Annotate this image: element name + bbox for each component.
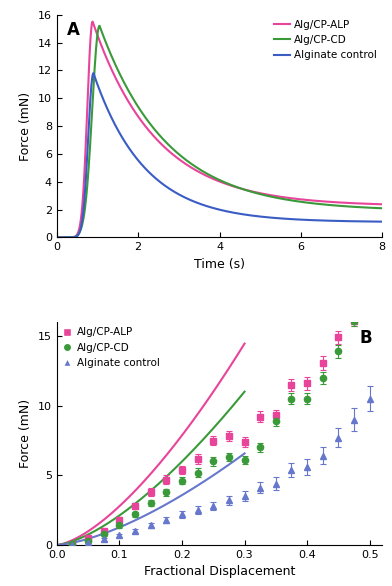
Alginate control	[54, 234, 59, 241]
Alg/CP-ALP	[90, 18, 95, 25]
Alg/CP-CD	[380, 205, 385, 212]
Alg/CP-ALP	[111, 70, 116, 77]
Alg/CP-CD	[92, 76, 96, 83]
Alg/CP-CD	[339, 202, 343, 209]
Alg/CP-ALP	[92, 22, 96, 29]
Alg/CP-CD	[54, 234, 59, 241]
Alginate control	[380, 218, 385, 225]
Legend: Alg/CP-ALP, Alg/CP-CD, Alginate control: Alg/CP-ALP, Alg/CP-CD, Alginate control	[62, 328, 160, 368]
Legend: Alg/CP-ALP, Alg/CP-CD, Alginate control: Alg/CP-ALP, Alg/CP-CD, Alginate control	[274, 20, 377, 60]
Alginate control	[180, 192, 184, 199]
Alg/CP-CD	[111, 57, 116, 64]
Alg/CP-ALP	[54, 234, 59, 241]
Alginate control	[374, 218, 378, 225]
X-axis label: Fractional Displacement: Fractional Displacement	[144, 565, 295, 578]
Alginate control	[92, 71, 96, 79]
Text: A: A	[67, 21, 80, 39]
Alg/CP-ALP	[339, 199, 343, 206]
Alg/CP-CD	[180, 153, 184, 160]
Y-axis label: Force (mN): Force (mN)	[20, 399, 33, 468]
Alginate control	[339, 217, 343, 224]
Text: B: B	[360, 329, 372, 347]
Alg/CP-ALP	[194, 167, 198, 174]
Alg/CP-CD	[97, 22, 102, 29]
Alginate control	[194, 199, 198, 206]
Line: Alg/CP-CD: Alg/CP-CD	[57, 26, 382, 237]
Alginate control	[91, 70, 96, 77]
Alginate control	[111, 118, 116, 125]
Line: Alg/CP-ALP: Alg/CP-ALP	[57, 22, 382, 237]
Alg/CP-ALP	[380, 201, 385, 208]
Alg/CP-CD	[374, 205, 378, 212]
Alg/CP-ALP	[374, 200, 378, 207]
X-axis label: Time (s): Time (s)	[194, 258, 245, 271]
Alg/CP-CD	[194, 163, 198, 171]
Line: Alginate control: Alginate control	[57, 73, 382, 237]
Y-axis label: Force (mN): Force (mN)	[19, 91, 32, 161]
Alg/CP-ALP	[180, 158, 184, 165]
